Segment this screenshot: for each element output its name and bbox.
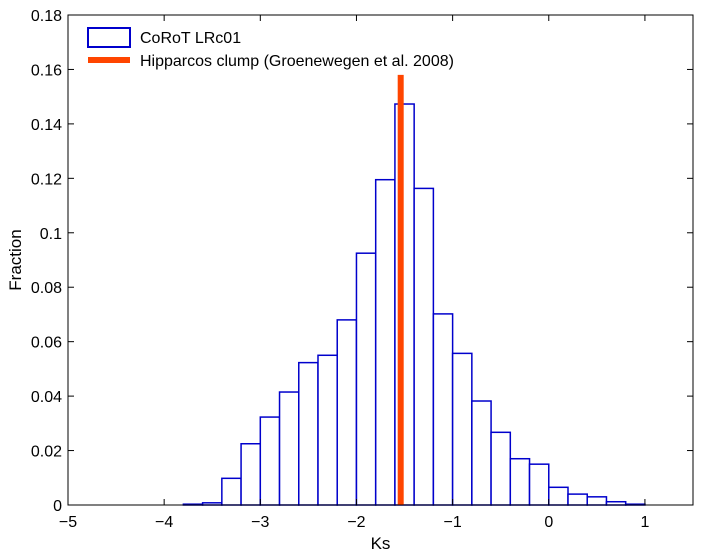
x-tick-label: −4 [155,514,173,531]
y-tick-labels: 0 0.02 0.04 0.06 0.08 0.1 0.12 0.14 0.16 0.18 [31,8,62,515]
x-tick-labels: −5 −4 −3 −2 −1 0 1 [59,514,650,531]
y-tick-label: 0.14 [31,117,62,134]
y-tick-label: 0.08 [31,280,62,297]
y-axis-title: Fraction [6,229,25,290]
x-axis-title: Ks [371,534,391,553]
histogram-bar [355,252,377,506]
x-tick-label: −1 [443,514,461,531]
x-tick-label: 0 [544,514,553,531]
y-tick-label: 0.12 [31,171,62,188]
axis-ticks [67,14,693,506]
histogram-bar [490,431,512,506]
legend-swatch-histogram [87,27,131,48]
histogram-bar [471,400,492,506]
y-tick-label: 0.04 [31,389,62,406]
histogram-bar [432,313,454,506]
histogram-bar [567,493,588,506]
legend-label-histogram: CoRoT LRc01 [140,30,241,47]
histogram-bar [509,457,531,506]
histogram-bar [413,187,435,506]
histogram-bar [259,416,281,506]
histogram-bar [548,486,569,506]
y-tick-label: 0.1 [40,226,62,243]
histogram-bar [528,463,550,506]
y-tick-label: 0.16 [31,62,62,79]
histogram-bar [240,443,262,506]
histogram-bar [317,354,338,506]
histogram-bar [298,361,319,506]
histogram-bar [221,477,242,506]
y-tick-label: 0 [53,498,62,515]
histogram-bars [182,103,646,506]
x-tick-label: 1 [640,514,649,531]
histogram-bar [336,319,358,506]
histogram-bar [586,496,608,506]
y-tick-label: 0.02 [31,444,62,461]
histogram-bar [451,352,473,506]
y-tick-label: 0.06 [31,335,62,352]
x-tick-label: −2 [347,514,365,531]
y-tick-label: 0.18 [31,8,62,25]
legend-label-line: Hipparcos clump (Groenewegen et al. 2008… [140,53,454,70]
plot-frame [67,14,694,506]
x-tick-label: −3 [251,514,269,531]
histogram-bar [278,391,300,506]
histogram-bar [374,178,396,506]
legend: CoRoT LRc01 Hipparcos clump (Groenewegen… [87,27,454,70]
x-tick-label: −5 [59,514,77,531]
